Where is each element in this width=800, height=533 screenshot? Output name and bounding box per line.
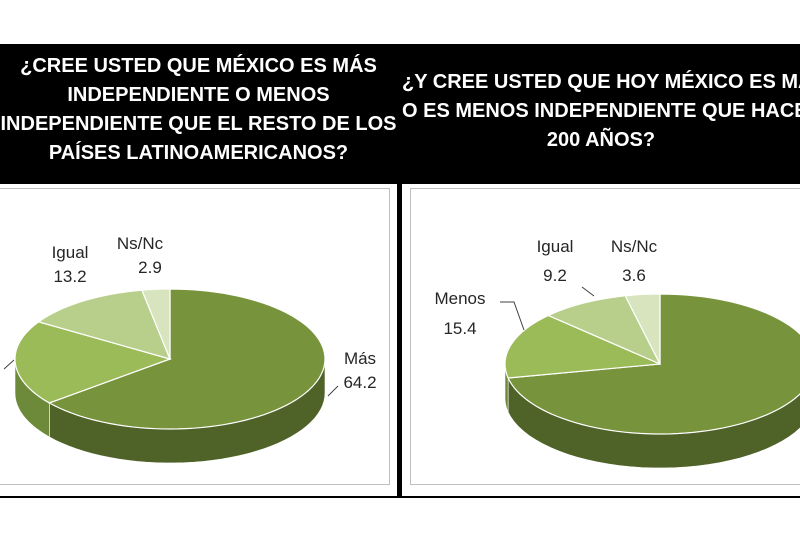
label-igual-value: 9.2 (543, 266, 567, 285)
pie-slice-igual (37, 289, 172, 360)
right-title-line-3: 200 AÑOS? (546, 129, 656, 151)
left-chart-title: ¿CREE USTED QUE MÉXICO ES MÁS INDEPENDIE… (0, 52, 397, 168)
pie-slice-menos (14, 321, 172, 404)
label-nsnc-value: 3.6 (622, 266, 646, 285)
left-chart-panel: Igual 13.2 Ns/Nc 2.9 Más 64.2 (0, 184, 397, 498)
left-pie-chart: Igual 13.2 Ns/Nc 2.9 Más 64.2 (3, 234, 377, 464)
label-mas-value: 64.2 (343, 373, 376, 392)
label-nsnc-name: Ns/Nc (611, 237, 658, 256)
bottom-border (0, 496, 800, 498)
right-title-banner (402, 44, 800, 184)
label-igual-value: 13.2 (53, 267, 86, 286)
label-nsnc-name: Ns/Nc (117, 234, 164, 253)
left-title-banner (0, 44, 397, 184)
right-chart-title: ¿Y CREE USTED QUE HOY MÉXICO ES MÁS O ES… (402, 68, 800, 155)
label-menos-value: 15.4 (443, 319, 476, 338)
pie-slice-igual (546, 295, 662, 366)
right-chart-panel: Menos 15.4 Igual 9.2 Ns/Nc 3.6 (402, 184, 800, 498)
leader-menos (500, 301, 525, 331)
right-title-line-2: O ES MENOS INDEPENDIENTE QUE HACE (402, 100, 800, 122)
label-menos-name: Menos (434, 289, 485, 308)
right-plot-area (410, 188, 800, 485)
label-nsnc-value: 2.9 (138, 258, 162, 277)
left-title-line-1: ¿CREE USTED QUE MÉXICO ES MÁS (20, 55, 377, 77)
left-plot-area (0, 188, 390, 485)
right-pie-chart: Menos 15.4 Igual 9.2 Ns/Nc 3.6 (434, 237, 800, 469)
pie-slice-nsnc (141, 288, 171, 360)
left-title-line-4: PAÍSES LATINOAMERICANOS? (48, 142, 349, 164)
label-igual-name: Igual (52, 243, 89, 262)
right-title-line-1: ¿Y CREE USTED QUE HOY MÉXICO ES MÁS (402, 71, 800, 93)
left-title-line-2: INDEPENDIENTE O MENOS (67, 84, 330, 106)
pie-slice-ms (507, 293, 800, 435)
left-title-line-3: INDEPENDIENTE QUE EL RESTO DE LOS (0, 113, 397, 135)
pie-slice-ms (47, 288, 326, 430)
panel-divider (397, 44, 402, 498)
leader-menos (3, 359, 15, 370)
label-igual-name: Igual (537, 237, 574, 256)
pie-slice-menos (504, 314, 661, 379)
pie-slice-nsnc (624, 293, 661, 365)
label-mas-name: Más (344, 349, 376, 368)
leader-igual (581, 286, 595, 297)
leader-mas (327, 385, 339, 397)
